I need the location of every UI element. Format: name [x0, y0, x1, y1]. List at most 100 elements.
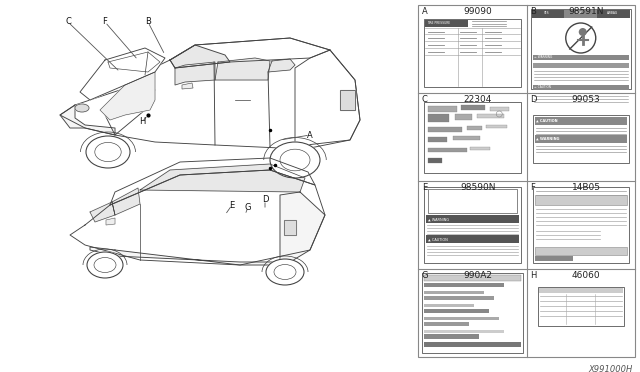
Text: A: A [422, 7, 428, 16]
Bar [531, 10, 564, 18]
Polygon shape [100, 72, 155, 120]
Polygon shape [182, 83, 193, 89]
Text: D: D [262, 196, 268, 205]
Bar [424, 317, 499, 320]
Bar [597, 10, 630, 18]
Text: ▲ WARNING: ▲ WARNING [536, 137, 560, 141]
Text: G: G [422, 272, 429, 280]
Text: AIRBAG: AIRBAG [607, 12, 618, 16]
Bar [426, 215, 518, 223]
Bar [340, 90, 355, 110]
Text: 99090: 99090 [463, 7, 492, 16]
Bar [461, 105, 484, 110]
Text: A: A [307, 131, 313, 140]
Bar [564, 10, 596, 18]
Circle shape [566, 23, 596, 53]
Polygon shape [268, 59, 295, 72]
Bar [424, 283, 504, 287]
Polygon shape [170, 38, 330, 68]
Bar [532, 63, 629, 68]
Bar [425, 20, 468, 27]
Bar [428, 114, 449, 122]
Text: 46060: 46060 [572, 272, 600, 280]
Bar [340, 90, 355, 110]
Bar [531, 9, 631, 89]
Polygon shape [112, 188, 140, 215]
Text: E: E [422, 183, 428, 192]
Polygon shape [140, 164, 305, 192]
Bar [532, 187, 629, 263]
Bar [428, 106, 457, 112]
Bar [422, 273, 522, 353]
Bar [534, 116, 627, 125]
Bar [467, 126, 482, 130]
Text: E: E [229, 201, 235, 209]
Polygon shape [170, 45, 230, 68]
Bar [418, 5, 635, 357]
Text: ▲ CAUTION: ▲ CAUTION [428, 237, 448, 241]
Text: 990A2: 990A2 [463, 272, 492, 280]
Bar [477, 114, 504, 118]
Polygon shape [80, 48, 165, 100]
Bar [534, 195, 627, 205]
Circle shape [579, 28, 587, 36]
Polygon shape [110, 158, 315, 205]
Text: C: C [65, 17, 71, 26]
Text: YES: YES [543, 12, 548, 16]
Bar [428, 148, 467, 152]
Ellipse shape [75, 104, 89, 112]
Bar [455, 114, 472, 120]
Bar [424, 330, 504, 333]
Bar [428, 158, 442, 163]
Polygon shape [106, 218, 115, 225]
Polygon shape [105, 38, 360, 148]
Text: C: C [422, 96, 428, 105]
Text: 14B05: 14B05 [572, 183, 601, 192]
Bar [534, 256, 573, 261]
Bar [534, 247, 627, 255]
Bar [424, 334, 479, 339]
Bar [470, 147, 490, 150]
Ellipse shape [266, 259, 304, 285]
Bar [424, 187, 520, 263]
Polygon shape [60, 105, 115, 135]
Polygon shape [90, 247, 280, 265]
Text: RISK: RISK [575, 12, 582, 16]
Polygon shape [90, 202, 115, 222]
Bar [424, 102, 520, 173]
Bar [490, 107, 509, 111]
Ellipse shape [87, 252, 123, 278]
Polygon shape [60, 72, 155, 135]
Polygon shape [215, 58, 270, 80]
Bar [534, 135, 627, 142]
Bar [428, 189, 516, 213]
Bar [424, 309, 490, 313]
Bar [424, 296, 494, 300]
Bar [486, 125, 507, 128]
Polygon shape [175, 62, 215, 85]
Ellipse shape [86, 136, 130, 168]
Text: TIRE PRESSURE: TIRE PRESSURE [427, 21, 450, 25]
Text: H: H [531, 272, 537, 280]
Text: ▲ WARNING: ▲ WARNING [428, 217, 449, 221]
Bar [538, 288, 623, 293]
Bar [428, 137, 447, 142]
Ellipse shape [270, 142, 320, 178]
Text: B: B [145, 17, 151, 26]
Bar [532, 55, 629, 60]
Text: 98591N: 98591N [568, 7, 604, 16]
Text: 22304: 22304 [463, 96, 492, 105]
Text: ▲ CAUTION: ▲ CAUTION [536, 119, 558, 123]
Polygon shape [295, 50, 360, 148]
Text: X991000H: X991000H [589, 365, 633, 372]
Text: F: F [102, 17, 108, 26]
Text: G: G [244, 202, 252, 212]
Bar [426, 235, 518, 243]
Bar [532, 85, 629, 90]
Bar [532, 115, 629, 163]
Bar [424, 291, 484, 294]
Text: H: H [139, 118, 145, 126]
Bar [453, 136, 480, 140]
Text: F: F [531, 183, 536, 192]
Bar [424, 19, 520, 87]
